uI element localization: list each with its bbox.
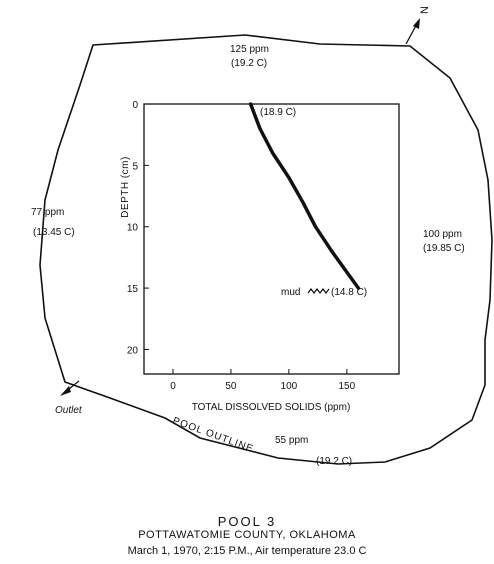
y-axis-label: DEPTH (cm) [120,156,131,218]
station-north-temp: (19.2 C) [231,58,267,69]
y-tick-label: 15 [127,284,139,295]
depth-profile-chart: 0 50 100 150 0 5 10 15 20 TOTAL DISSOLVED SOLID… [120,100,400,413]
y-tick-label: 0 [132,100,138,111]
pool-diagram: N 125 ppm (19.2 C) 77 ppm (13.45 C) 100 … [31,6,493,467]
bottom-temp-label: (14.8 C) [331,287,367,298]
caption-date: March 1, 1970, 2:15 P.M., Air temperatur… [127,545,367,557]
x-tick-label: 0 [170,381,176,392]
x-tick-label: 150 [338,381,355,392]
caption-county: POTTAWATOMIE COUNTY, OKLAHOMA [138,529,356,541]
x-axis-label: TOTAL DISSOLVED SOLIDS (ppm) [192,402,351,413]
station-west-ppm: 77 ppm [31,207,64,218]
x-axis-ticks: 0 50 100 150 [170,369,356,392]
outlet-arrow-icon [60,380,80,396]
station-north-ppm: 125 ppm [230,44,269,55]
station-west-temp: (13.45 C) [33,227,75,238]
y-tick-label: 20 [127,345,139,356]
caption-title: POOL 3 [217,514,277,529]
station-east-ppm: 100 ppm [423,229,462,240]
station-south-temp: (19.2 C) [316,456,352,467]
x-tick-label: 50 [225,381,237,392]
north-label: N [419,6,431,14]
chart-frame [143,103,400,375]
y-tick-label: 5 [132,161,138,172]
station-south-ppm: 55 ppm [275,435,308,446]
mud-label: mud [281,287,300,298]
north-arrow-icon [405,18,420,45]
y-axis-ticks: 0 5 10 15 20 [127,100,149,356]
pool-outline [39,34,493,465]
profile-series-line [248,102,361,290]
mud-wave-icon [307,288,330,294]
pool-outline-label: POOL OUTLINE [171,415,255,455]
outlet-label: Outlet [55,405,83,416]
x-tick-label: 100 [281,381,298,392]
station-east-temp: (19.85 C) [423,243,465,254]
top-temp-label: (18.9 C) [260,107,296,118]
y-tick-label: 10 [127,223,139,234]
